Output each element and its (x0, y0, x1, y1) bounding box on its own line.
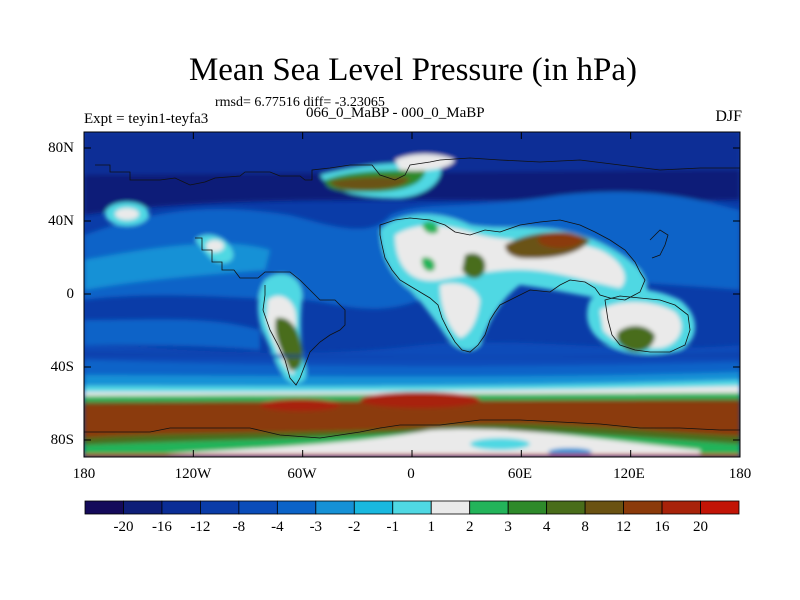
lat-label-eq: 0 (66, 286, 75, 302)
colorbar-swatch (430, 500, 471, 515)
lat-label-40s: 40S (50, 359, 74, 375)
lon-label-60e: 60E (507, 466, 533, 482)
colorbar-label: -4 (271, 519, 284, 535)
period-label: 066_0_MaBP - 000_0_MaBP (306, 105, 485, 121)
colorbar-swatch (276, 500, 317, 515)
colorbar-swatch (507, 500, 548, 515)
lon-label-120w: 120W (174, 466, 212, 482)
experiment-label: Expt = teyin1-teyfa3 (84, 111, 209, 127)
lon-label-120e: 120E (613, 466, 645, 482)
colorbar-label: 8 (581, 519, 589, 535)
colorbar-label: 4 (542, 519, 551, 535)
colorbar-label: -1 (386, 519, 400, 535)
colorbar-swatch (661, 500, 701, 515)
colorbar-swatch (123, 500, 163, 515)
colorbar-label: -20 (113, 519, 134, 535)
colorbar-label: 2 (465, 519, 474, 535)
pressure-field (84, 132, 740, 457)
colorbar-swatch (469, 500, 509, 515)
colorbar-swatch (238, 500, 278, 515)
lat-label-80s: 80S (50, 432, 74, 448)
lat-label-80n: 80N (48, 140, 74, 156)
lon-label-0: 0 (407, 466, 415, 482)
colorbar-swatch (392, 500, 432, 515)
colorbar-label: -8 (232, 519, 246, 535)
colorbar-swatch (700, 500, 740, 515)
colorbar-swatch (84, 500, 124, 515)
colorbar-label: 1 (427, 519, 435, 535)
colorbar-swatch (546, 500, 586, 515)
colorbar-label: -16 (151, 519, 172, 535)
stats-line: rmsd= 6.77516 diff= -3.23065 (215, 95, 385, 110)
colorbar-label: -2 (348, 519, 361, 535)
colorbar-swatch (161, 500, 201, 515)
colorbar-swatch (353, 500, 394, 515)
colorbar-swatch (623, 500, 663, 515)
colorbar-label: 20 (693, 519, 709, 535)
lon-label-180w: 180 (72, 466, 96, 482)
colorbar-swatch (200, 500, 240, 515)
colorbar-label: -12 (190, 519, 211, 535)
lon-label-180e: 180 (728, 466, 752, 482)
season-label: DJF (715, 108, 742, 125)
colorbar-label: 16 (654, 519, 670, 535)
colorbar-label: 3 (504, 519, 512, 535)
lon-label-60w: 60W (287, 466, 317, 482)
colorbar-swatch (584, 500, 624, 515)
lat-label-40n: 40N (48, 213, 74, 229)
colorbar-label: 12 (616, 519, 632, 535)
coastlines (84, 157, 740, 439)
colorbar-swatch (315, 500, 355, 515)
map-title: Mean Sea Level Pressure (in hPa) (188, 52, 638, 88)
colorbar (84, 500, 740, 515)
colorbar-label: -3 (309, 519, 323, 535)
